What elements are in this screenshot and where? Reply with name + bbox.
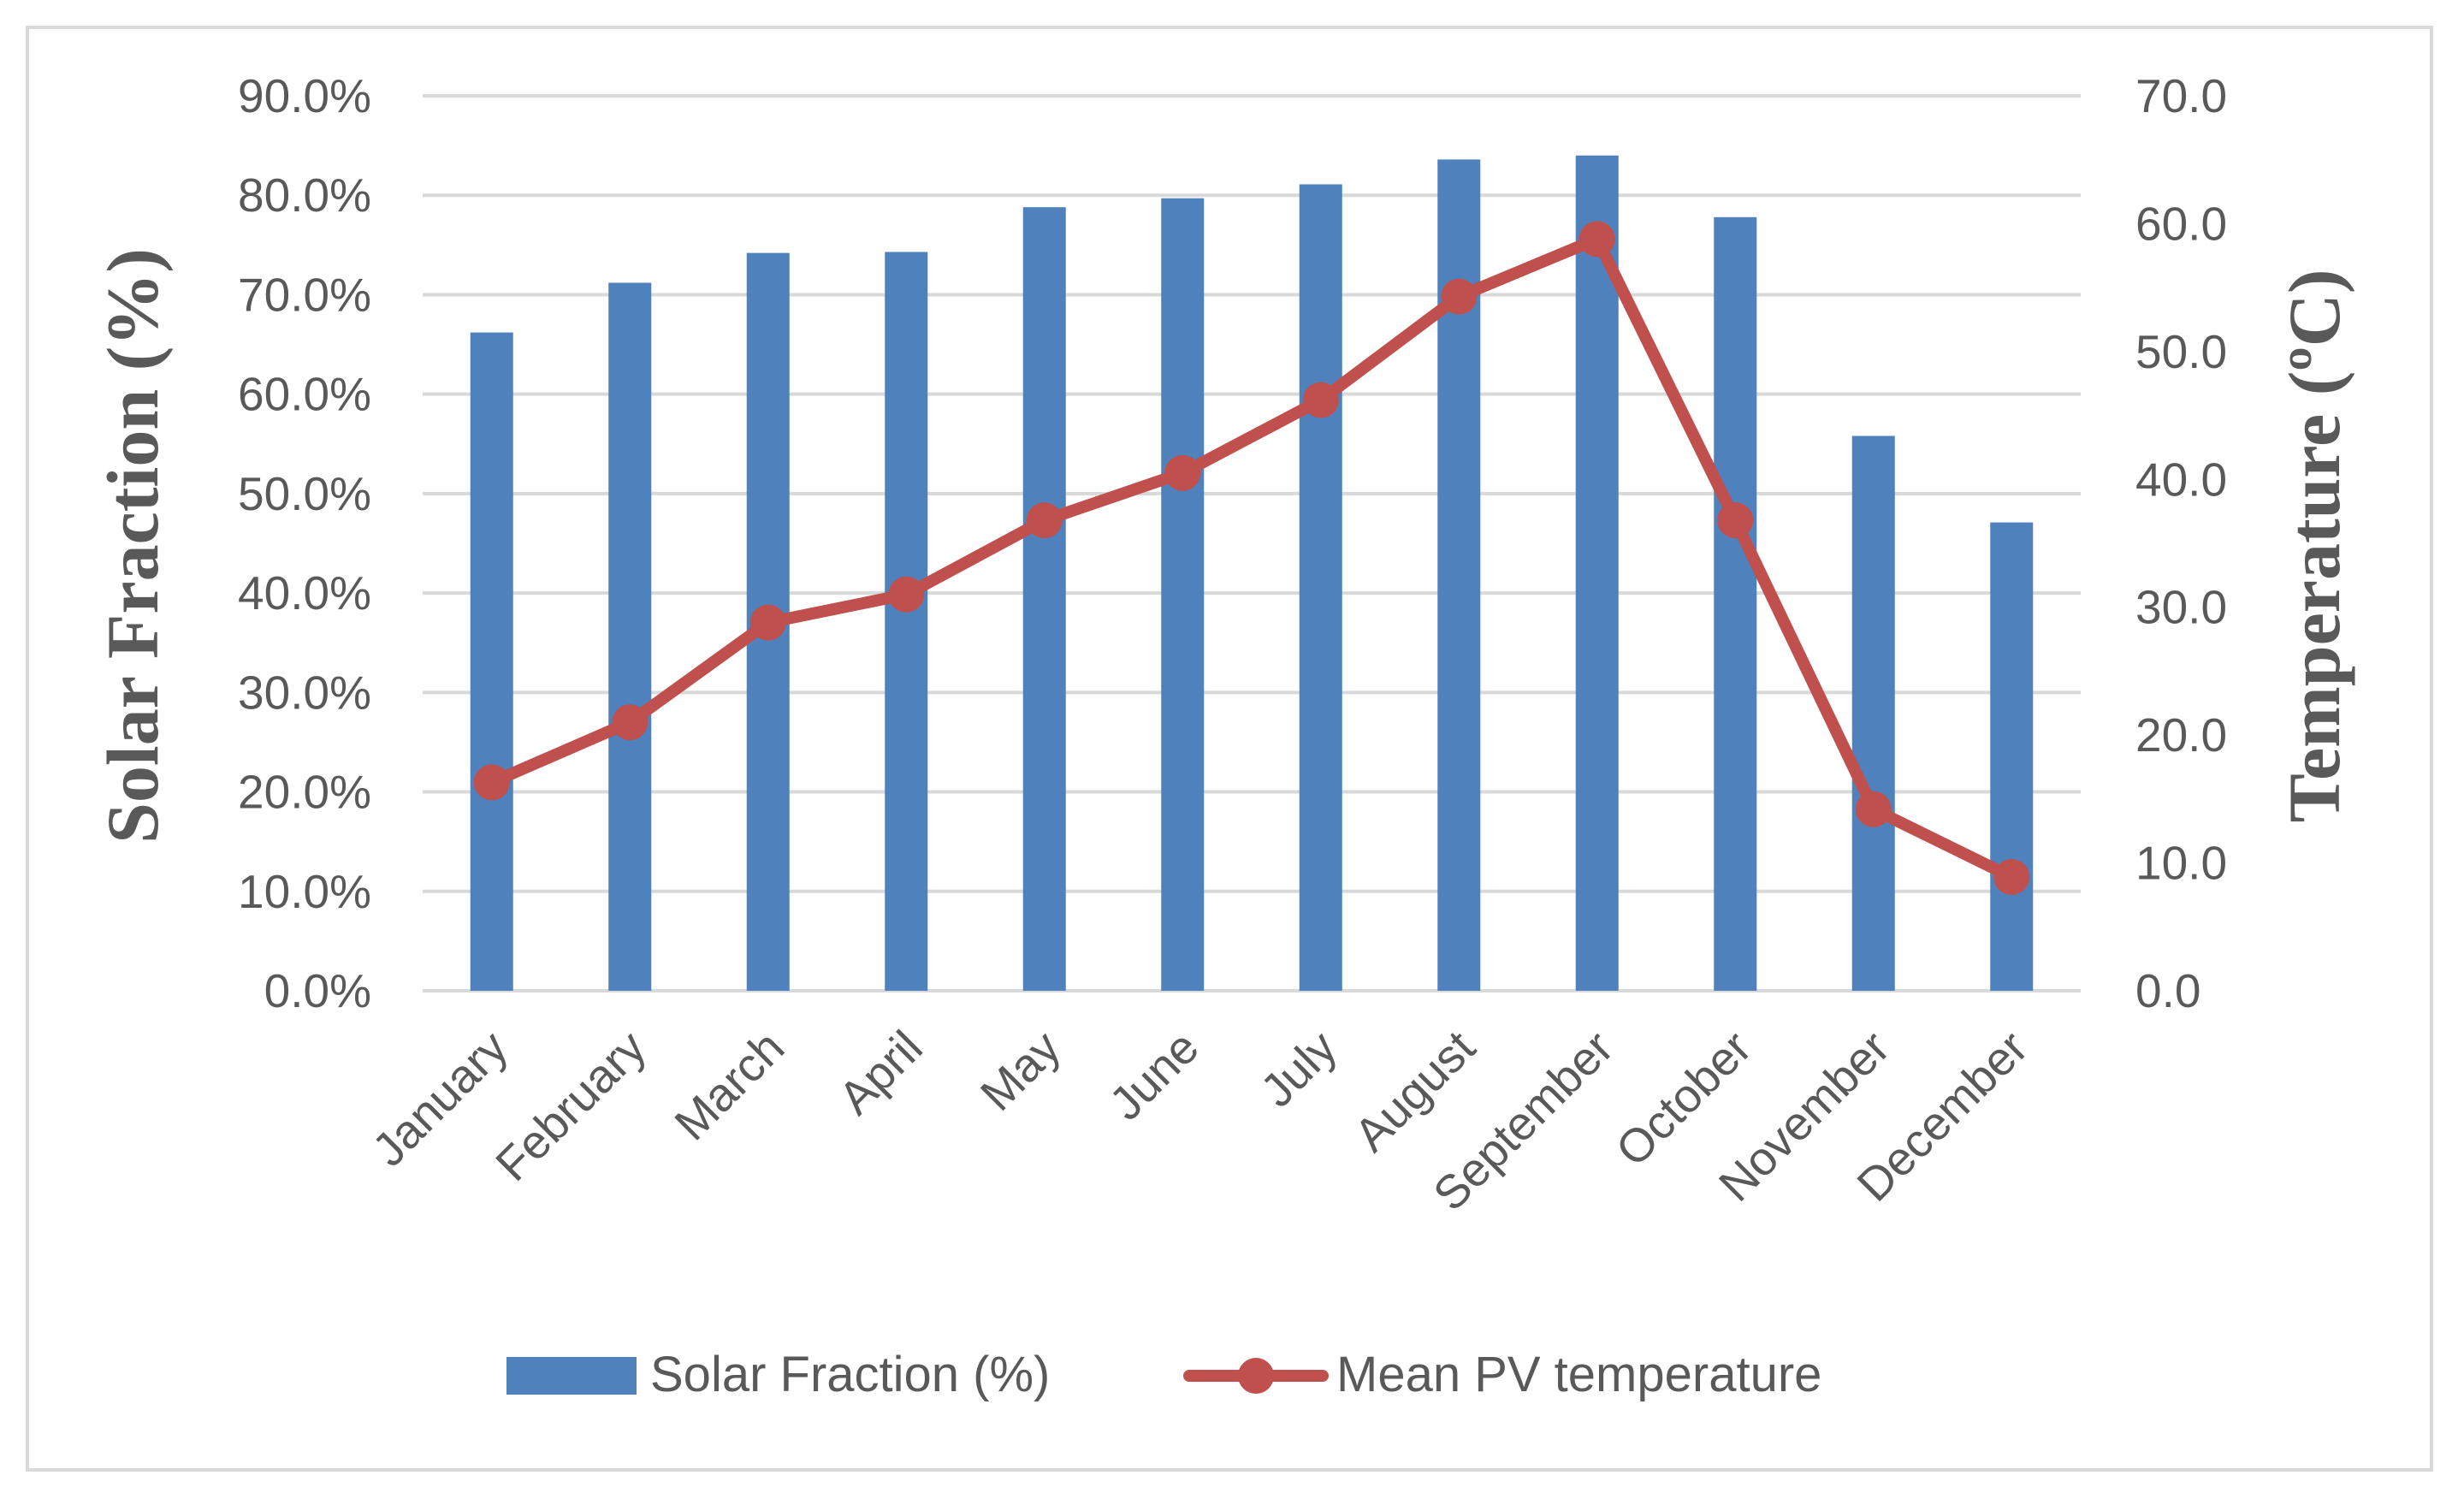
y-axis-right: 0.0 10.0 20.0 30.0 40.0 50.0 60.0 70.0	[2135, 69, 2227, 1017]
bar-june	[1161, 198, 1205, 992]
y-left-tick-label: 20.0%	[238, 766, 371, 819]
y-left-tick-label: 70.0%	[238, 268, 371, 321]
y-left-tick-label: 90.0%	[238, 69, 371, 122]
y-left-tick-label: 10.0%	[238, 865, 371, 918]
y-axis-left: 0.0% 10.0% 20.0% 30.0% 40.0% 50.0% 60.0% 70.0% 8…	[238, 69, 371, 1017]
temperature-point-july	[1302, 382, 1339, 418]
temperature-point-october	[1717, 502, 1754, 539]
y-left-tick-label: 40.0%	[238, 566, 371, 619]
bar-october	[1714, 216, 1757, 991]
temperature-point-september	[1578, 221, 1615, 258]
y-left-tick-label: 0.0%	[264, 964, 371, 1017]
y-right-tick-label: 70.0	[2135, 69, 2227, 122]
temperature-point-january	[473, 764, 510, 801]
gridlines	[423, 94, 2081, 992]
temperature-point-december	[1993, 859, 2030, 896]
bar-december	[1990, 522, 2034, 991]
y-right-tick-label: 60.0	[2135, 197, 2227, 250]
y-right-tick-label: 20.0	[2135, 708, 2227, 761]
temperature-point-november	[1855, 791, 1892, 827]
x-category-label: May	[970, 1020, 1071, 1121]
legend-swatch-marker-temperature	[1238, 1358, 1274, 1394]
legend-label-temperature: Mean PV temperature	[1336, 1347, 1821, 1402]
y-right-tick-label: 40.0	[2135, 453, 2227, 506]
x-category-label: February	[485, 1020, 656, 1191]
temperature-point-february	[612, 704, 649, 741]
bar-september	[1575, 155, 1619, 991]
x-category-label: August	[1344, 1021, 1485, 1162]
y-left-tick-label: 30.0%	[238, 666, 371, 719]
y-axis-left-title: Solar Fraction (%)	[92, 248, 174, 844]
bar-april	[885, 252, 928, 992]
line-series-mean-pv-temperature	[473, 221, 2030, 896]
x-category-label: July	[1250, 1020, 1347, 1117]
temperature-point-august	[1441, 278, 1478, 315]
y-right-tick-label: 10.0	[2135, 837, 2227, 890]
bar-february	[608, 282, 652, 991]
legend: Solar Fraction (%) Mean PV temperature	[506, 1347, 1821, 1402]
x-category-label: March	[664, 1021, 794, 1151]
bar-may	[1022, 207, 1066, 991]
bar-january	[470, 332, 513, 991]
y-axis-right-title: Temperature (ºC)	[2273, 270, 2355, 823]
bar-july	[1299, 184, 1342, 992]
x-category-label: June	[1099, 1021, 1209, 1130]
temperature-point-april	[888, 576, 925, 613]
y-right-tick-label: 30.0	[2135, 581, 2227, 634]
bar-series-solar-fraction	[470, 155, 2034, 992]
temperature-line	[485, 233, 2018, 884]
y-left-tick-label: 60.0%	[238, 368, 371, 421]
legend-label-solar-fraction: Solar Fraction (%)	[650, 1347, 1050, 1402]
y-left-tick-label: 50.0%	[238, 467, 371, 520]
y-left-tick-label: 80.0%	[238, 169, 371, 222]
temperature-point-may	[1026, 502, 1063, 539]
legend-swatch-solar-fraction	[506, 1357, 637, 1395]
temperature-point-june	[1164, 454, 1201, 491]
y-right-tick-label: 50.0	[2135, 325, 2227, 378]
bar-november	[1851, 435, 1895, 992]
x-category-label: April	[828, 1021, 933, 1125]
temperature-point-march	[749, 604, 786, 641]
y-right-tick-label: 0.0	[2135, 964, 2200, 1017]
